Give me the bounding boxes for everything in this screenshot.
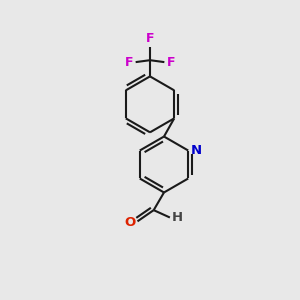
Text: N: N [191,144,202,157]
Text: F: F [125,56,133,69]
Text: F: F [146,32,154,45]
Text: H: H [172,211,183,224]
Text: F: F [167,56,175,69]
Text: O: O [124,216,135,229]
